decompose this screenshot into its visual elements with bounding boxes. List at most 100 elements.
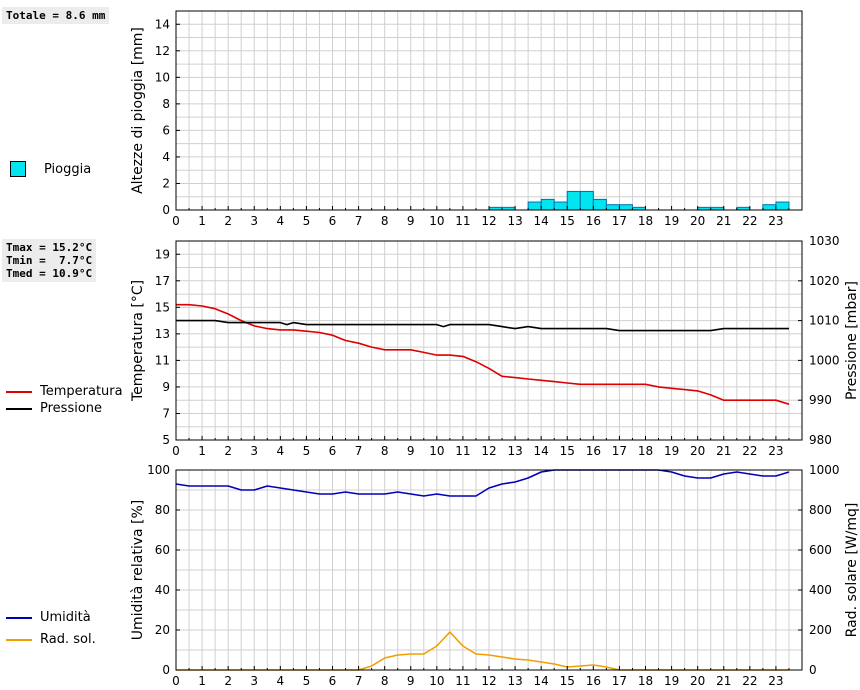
x-tick-label: 7	[355, 444, 363, 458]
rain-bar	[592, 198, 607, 211]
y-tick-label: 19	[155, 247, 170, 261]
x-tick-label: 20	[690, 674, 705, 688]
x-tick-label: 6	[329, 444, 337, 458]
legend-radiation: Rad. sol.	[6, 632, 96, 647]
x-tick-label: 11	[455, 214, 470, 228]
legend-rain-label: Pioggia	[44, 161, 92, 177]
x-tick-label: 9	[407, 444, 415, 458]
x-tick-label: 22	[742, 214, 757, 228]
x-tick-label: 17	[612, 674, 627, 688]
x-tick-label: 1	[198, 444, 206, 458]
y-axis-title: Altezze di pioggia [mm]	[130, 27, 146, 194]
temperature-line	[176, 303, 790, 405]
y-axis-title: Umidità relativa [%]	[130, 500, 146, 641]
x-tick-label: 0	[172, 444, 180, 458]
x-tick-label: 3	[250, 214, 258, 228]
y-tick-label: 15	[155, 300, 170, 314]
x-tick-label: 13	[507, 674, 522, 688]
x-tick-label: 9	[407, 214, 415, 228]
x-tick-label: 0	[172, 214, 180, 228]
y-tick-label: 11	[155, 353, 170, 367]
x-tick-label: 21	[716, 444, 731, 458]
y2-tick-label: 1020	[809, 274, 840, 288]
x-tick-label: 10	[429, 214, 444, 228]
x-tick-label: 14	[534, 674, 549, 688]
legend-radiation-label: Rad. sol.	[40, 632, 96, 647]
x-tick-label: 12	[481, 674, 496, 688]
y2-tick-label: 1030	[809, 234, 840, 248]
y2-tick-label: 990	[809, 393, 832, 407]
legend-pressure-label: Pressione	[40, 401, 103, 416]
x-tick-label: 20	[690, 214, 705, 228]
temperature-stats-box: Tmax = 15.2°C Tmin = 7.7°C Tmed = 10.9°C	[2, 239, 97, 282]
x-tick-label: 9	[407, 674, 415, 688]
x-tick-label: 3	[250, 444, 258, 458]
x-tick-label: 16	[586, 674, 601, 688]
pressure-line-swatch-icon	[6, 407, 32, 410]
x-tick-label: 6	[329, 674, 337, 688]
x-tick-label: 19	[664, 674, 679, 688]
x-tick-label: 5	[303, 444, 311, 458]
y-tick-label: 60	[155, 543, 170, 557]
y2-tick-label: 1000	[809, 353, 840, 367]
y-tick-label: 100	[147, 463, 170, 477]
y2-tick-label: 800	[809, 503, 832, 517]
legend-temperature-label: Temperatura	[40, 384, 123, 399]
legend-humidity: Umidità	[6, 610, 91, 625]
y2-tick-label: 400	[809, 583, 832, 597]
rain-bar	[775, 201, 790, 211]
y2-tick-label: 200	[809, 623, 832, 637]
rain-bar	[527, 201, 542, 211]
rain-bar	[762, 204, 777, 211]
x-tick-label: 21	[716, 214, 731, 228]
x-tick-label: 1	[198, 214, 206, 228]
y-tick-label: 0	[162, 203, 170, 217]
rain-bar	[540, 198, 555, 211]
x-tick-label: 12	[481, 444, 496, 458]
x-tick-label: 19	[664, 444, 679, 458]
x-tick-label: 17	[612, 214, 627, 228]
x-tick-label: 2	[224, 444, 232, 458]
x-tick-label: 22	[742, 674, 757, 688]
y-tick-label: 20	[155, 623, 170, 637]
x-tick-label: 7	[355, 214, 363, 228]
x-tick-label: 5	[303, 674, 311, 688]
y2-tick-label: 1000	[809, 463, 840, 477]
x-tick-label: 17	[612, 444, 627, 458]
y-tick-label: 17	[155, 274, 170, 288]
x-tick-label: 13	[507, 444, 522, 458]
temperature-line-swatch-icon	[6, 390, 32, 393]
x-tick-label: 14	[534, 444, 549, 458]
x-tick-label: 4	[277, 444, 285, 458]
x-tick-label: 19	[664, 214, 679, 228]
y-tick-label: 0	[162, 663, 170, 677]
y-tick-label: 7	[162, 406, 170, 420]
x-tick-label: 14	[534, 214, 549, 228]
y-tick-label: 8	[162, 97, 170, 111]
rain-total-box: Totale = 8.6 mm	[2, 7, 110, 24]
y-tick-label: 4	[162, 150, 170, 164]
y-tick-label: 9	[162, 380, 170, 394]
legend-rain: Pioggia	[6, 161, 91, 177]
legend-temperature: Temperatura	[6, 384, 123, 399]
legend-pressure: Pressione	[6, 401, 102, 416]
x-tick-label: 4	[277, 214, 285, 228]
x-tick-label: 21	[716, 674, 731, 688]
x-tick-label: 1	[198, 674, 206, 688]
y-tick-label: 40	[155, 583, 170, 597]
x-tick-label: 16	[586, 444, 601, 458]
x-tick-label: 15	[560, 214, 575, 228]
y-tick-label: 5	[162, 433, 170, 447]
x-tick-label: 16	[586, 214, 601, 228]
rain-bar	[618, 204, 633, 211]
humidity-line	[175, 469, 790, 497]
y-tick-label: 10	[155, 70, 170, 84]
y2-axis-title: Rad. solare [W/mq]	[844, 503, 860, 638]
x-tick-label: 18	[638, 214, 653, 228]
x-tick-label: 2	[224, 214, 232, 228]
x-tick-label: 8	[381, 444, 389, 458]
rain-bar	[566, 190, 581, 211]
x-tick-label: 11	[455, 444, 470, 458]
pressure-line	[176, 319, 789, 332]
